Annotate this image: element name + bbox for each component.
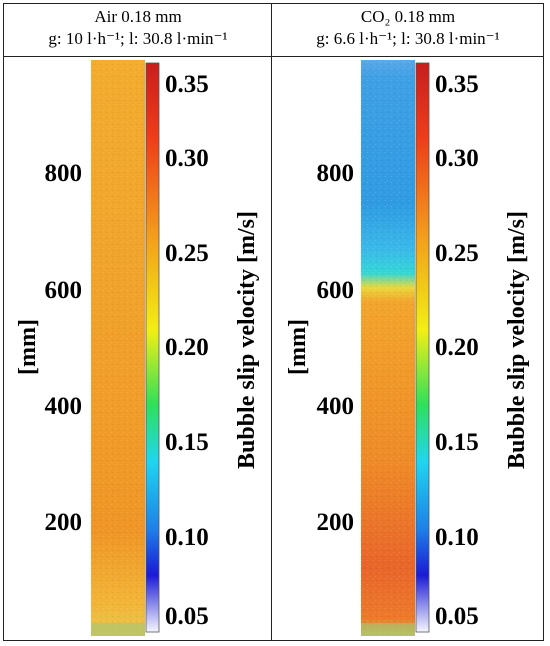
- header-co2-conditions: g: 6.6 l·h⁻¹; l: 30.8 l·min⁻¹: [316, 29, 500, 48]
- co2-cbtick-005: 0.05: [435, 603, 479, 630]
- air-colorbar: [145, 62, 160, 633]
- air-cbtick-035: 0.35: [165, 71, 209, 98]
- co2-colorbar: [415, 62, 430, 633]
- air-cbtick-015: 0.15: [165, 429, 209, 456]
- air-cbtick-025: 0.25: [165, 240, 209, 267]
- table-header-divider: [3, 56, 544, 57]
- air-ytick-200: 200: [45, 509, 83, 536]
- co2-cbtick-035: 0.35: [435, 71, 479, 98]
- air-yaxis-label: [mm]: [15, 319, 41, 375]
- air-ytick-600: 600: [45, 277, 83, 304]
- air-colorbar-label: Bubble slip velocity [m/s]: [234, 211, 260, 469]
- co2-ytick-800: 800: [317, 160, 355, 187]
- co2-yaxis-label: [mm]: [285, 319, 311, 375]
- air-cbtick-005: 0.05: [165, 603, 209, 630]
- panel-co2: 800 600 400 200 [mm] 0.35 0.30 0.25 0.20…: [285, 60, 530, 636]
- header-air-title: Air 0.18 mm: [94, 7, 182, 26]
- table-frame: [3, 3, 544, 641]
- co2-cbtick-015: 0.15: [435, 429, 479, 456]
- panel-air: 800 600 400 200 [mm] 0.35 0.30 0.25 0.20…: [15, 60, 260, 636]
- air-cbtick-020: 0.20: [165, 334, 209, 361]
- header-air-conditions: g: 10 l·h⁻¹; l: 30.8 l·min⁻¹: [48, 29, 228, 48]
- air-column-inlet: [91, 623, 145, 636]
- air-cbtick-010: 0.10: [165, 524, 209, 551]
- header-co2: CO₂ 0.18 mm g: 6.6 l·h⁻¹; l: 30.8 l·min⁻…: [274, 6, 542, 50]
- co2-ytick-200: 200: [317, 509, 355, 536]
- header-co2-title: CO₂ 0.18 mm: [360, 7, 456, 26]
- co2-colorbar-label: Bubble slip velocity [m/s]: [504, 211, 530, 469]
- header-air: Air 0.18 mm g: 10 l·h⁻¹; l: 30.8 l·min⁻¹: [4, 6, 272, 50]
- co2-cbtick-010: 0.10: [435, 524, 479, 551]
- air-cbtick-030: 0.30: [165, 145, 209, 172]
- air-ytick-800: 800: [45, 160, 83, 187]
- air-column-texture: [91, 60, 145, 636]
- co2-cbtick-030: 0.30: [435, 145, 479, 172]
- co2-ytick-400: 400: [317, 393, 355, 420]
- table-column-divider: [271, 3, 272, 641]
- air-ytick-400: 400: [45, 393, 83, 420]
- co2-column-texture: [361, 60, 415, 636]
- co2-column-inlet: [361, 623, 415, 636]
- co2-cbtick-020: 0.20: [435, 334, 479, 361]
- co2-cbtick-025: 0.25: [435, 240, 479, 267]
- co2-ytick-600: 600: [317, 277, 355, 304]
